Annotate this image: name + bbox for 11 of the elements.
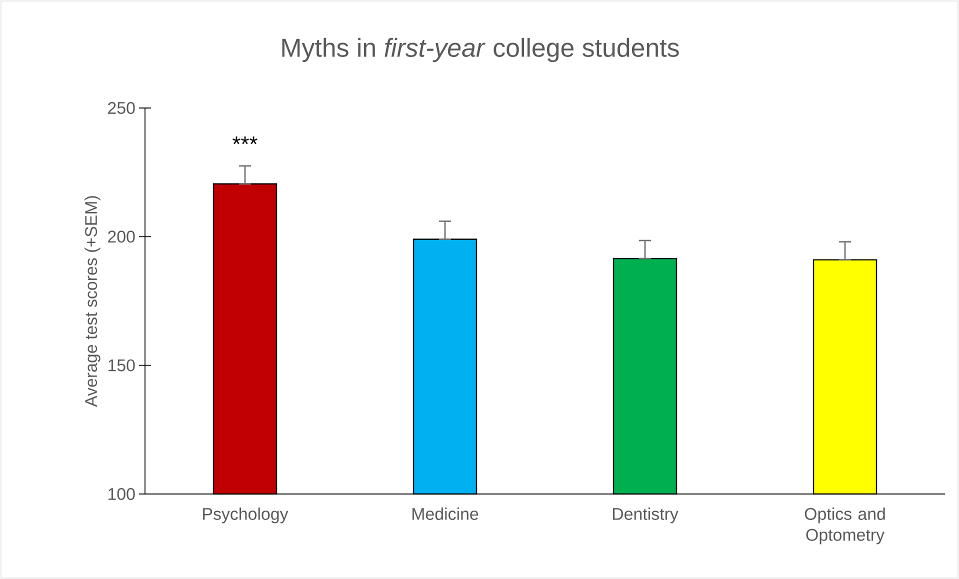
x-tick-label: Optics and Optometry bbox=[804, 508, 885, 544]
y-tick-label: 150 bbox=[108, 359, 135, 372]
annotation: *** bbox=[232, 136, 258, 144]
chart-title: Myths in first-year college students bbox=[282, 38, 679, 62]
y-tick-label: 250 bbox=[108, 102, 135, 114]
y-tick-label: 100 bbox=[108, 488, 135, 500]
x-tick-label: Medicine bbox=[412, 508, 478, 520]
y-tick-label: 200 bbox=[108, 230, 135, 243]
y-axis-title: Average test scores (+SEM) bbox=[84, 196, 100, 407]
x-tick-label: Dentistry bbox=[612, 508, 678, 524]
x-tick-label: Psychology bbox=[203, 508, 288, 524]
